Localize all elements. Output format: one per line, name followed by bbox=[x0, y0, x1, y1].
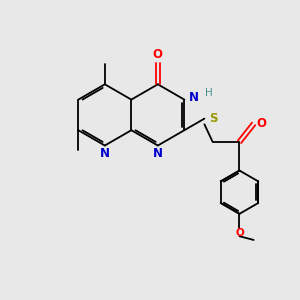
Text: O: O bbox=[235, 228, 244, 238]
Text: N: N bbox=[100, 147, 110, 160]
Text: S: S bbox=[209, 112, 218, 125]
Text: N: N bbox=[153, 147, 163, 160]
Text: H: H bbox=[205, 88, 213, 98]
Text: N: N bbox=[189, 91, 199, 104]
Text: O: O bbox=[256, 117, 267, 130]
Text: O: O bbox=[153, 48, 163, 61]
